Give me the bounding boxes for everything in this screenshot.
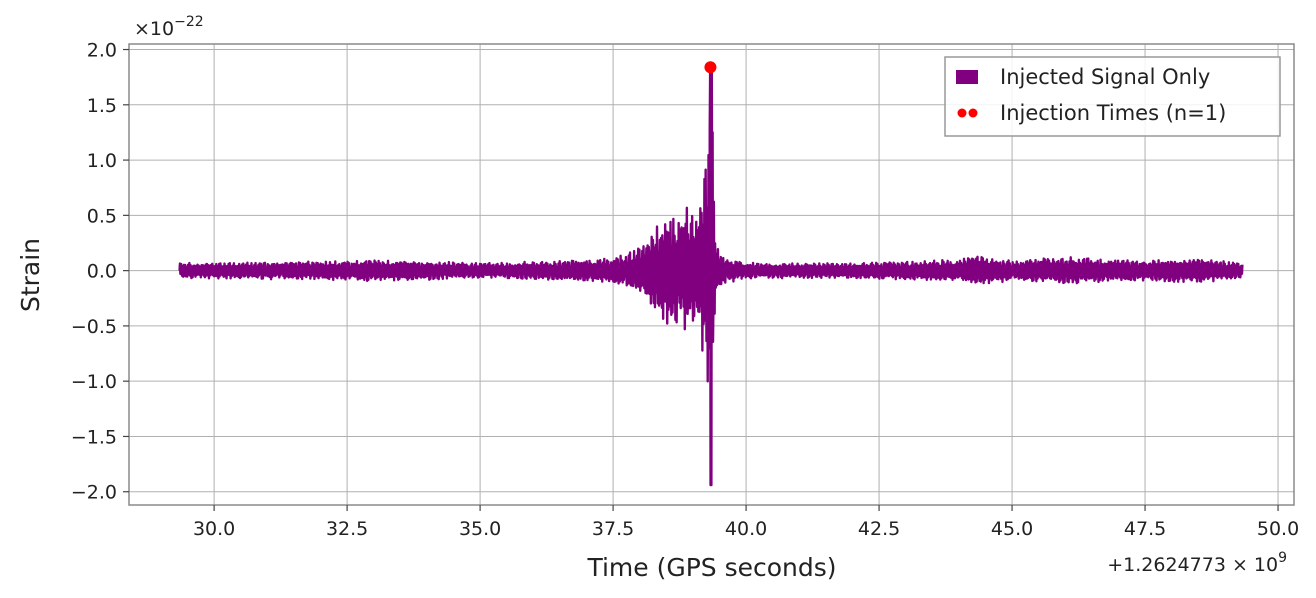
x-tick-label: 32.5 [326, 518, 368, 540]
legend-marker-injection-times [968, 108, 978, 118]
series-layer [178, 61, 1244, 487]
legend-marker-injection-times [957, 108, 967, 118]
legend-label-injected-signal: Injected Signal Only [1000, 65, 1210, 89]
y-tick-label: −1.5 [71, 426, 117, 448]
y-tick-label: −2.0 [71, 482, 117, 504]
legend-label-injection-times: Injection Times (n=1) [1000, 101, 1226, 125]
legend-box [944, 56, 1281, 137]
y-tick-label: 0.0 [87, 261, 117, 283]
x-tick-label: 50.0 [1257, 518, 1299, 540]
x-axis-title: Time (GPS seconds) [586, 553, 836, 582]
x-tick-label: 40.0 [725, 518, 767, 540]
y-tick-label: 2.0 [87, 40, 117, 62]
x-tick-label: 45.0 [991, 518, 1033, 540]
x-tick-label: 35.0 [459, 518, 501, 540]
x-tick-label: 37.5 [592, 518, 634, 540]
x-tick-label: 42.5 [858, 518, 900, 540]
y-scale-factor: ×10−22 [134, 14, 204, 40]
injection-time-marker [704, 61, 717, 74]
y-tick-label: 1.0 [87, 150, 117, 172]
x-tick-label: 30.0 [193, 518, 235, 540]
y-tick-label: −0.5 [71, 316, 117, 338]
tick-labels: 30.0 32.5 35.0 37.5 40.0 42.5 45.0 47.5 50.0 2.0 1… [71, 40, 1299, 540]
x-tick-label: 47.5 [1124, 518, 1166, 540]
legend-swatch-injected-signal [956, 70, 978, 84]
axes-frame [128, 43, 1295, 506]
y-tick-label: 0.5 [87, 205, 117, 227]
x-offset-text: +1.2624773 × 109 [1107, 550, 1287, 576]
y-axis-title: Strain [16, 238, 45, 312]
y-tick-label: 1.5 [87, 95, 117, 117]
legend: Injected Signal Only Injection Times (n=… [944, 56, 1281, 137]
y-tick-label: −1.0 [71, 371, 117, 393]
